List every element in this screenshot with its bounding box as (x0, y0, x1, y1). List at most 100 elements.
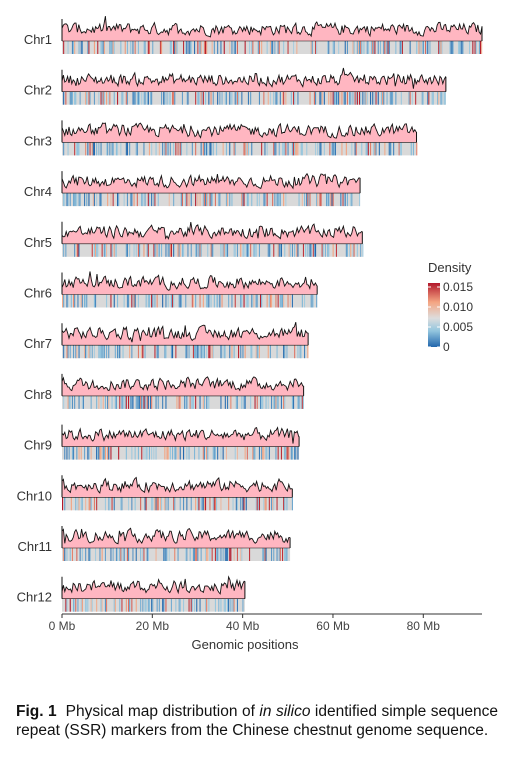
density-bin (146, 548, 148, 561)
density-bin (238, 91, 240, 105)
density-bin (275, 294, 277, 308)
density-bin (66, 294, 68, 308)
density-bin (185, 294, 187, 308)
density-bin (227, 395, 229, 409)
density-bin (85, 598, 87, 612)
density-bin (131, 193, 133, 207)
density-bin (345, 142, 347, 156)
density-bin (392, 91, 394, 105)
density-bin (229, 345, 231, 359)
density-bin (120, 548, 122, 561)
density-bin (92, 142, 94, 156)
density-bin (117, 548, 119, 561)
density-bin (390, 91, 392, 105)
density-bin (286, 497, 288, 511)
density-bin (87, 41, 89, 54)
density-bin (422, 91, 424, 105)
density-bin (63, 41, 65, 54)
density-bin (289, 294, 291, 308)
density-bin (147, 41, 149, 54)
density-bin (144, 193, 146, 207)
density-bin (173, 193, 175, 207)
density-bin (375, 142, 377, 156)
density-bin (156, 243, 158, 257)
chromosome-track: Chr1 (24, 16, 483, 54)
density-bin (136, 91, 138, 105)
density-bin (188, 193, 190, 207)
density-line (61, 321, 309, 343)
density-bin (250, 243, 252, 257)
density-bin (71, 446, 73, 460)
density-bin (132, 41, 134, 54)
density-bin (190, 193, 192, 207)
density-bin (173, 294, 175, 308)
density-bin (386, 41, 388, 54)
density-bin (179, 142, 181, 156)
density-bin (444, 91, 446, 105)
density-bin (395, 91, 397, 105)
density-bin (377, 41, 379, 54)
density-bin (441, 41, 443, 54)
density-bin (282, 294, 284, 308)
density-bin (316, 193, 318, 207)
density-bin (267, 91, 269, 105)
density-bin (143, 446, 145, 460)
density-bin (365, 142, 367, 156)
density-bin (155, 497, 157, 511)
density-bin (137, 294, 139, 308)
density-bin (113, 294, 115, 308)
density-bin (137, 91, 139, 105)
density-bin (296, 142, 298, 156)
density-bin (103, 41, 105, 54)
density-bin (219, 193, 221, 207)
density-bin (80, 598, 82, 612)
density-bin (242, 598, 244, 612)
density-bin (143, 142, 145, 156)
density-bin (93, 243, 95, 257)
density-bin (428, 91, 430, 105)
density-bin (175, 41, 177, 54)
density-bin (343, 193, 345, 207)
density-bin (147, 598, 149, 612)
density-bin (198, 243, 200, 257)
density-bin (220, 598, 222, 612)
density-bin (420, 41, 422, 54)
density-bin (266, 142, 268, 156)
chromosome-track: Chr2 (24, 67, 447, 105)
density-bin (272, 497, 274, 511)
density-bin (130, 41, 132, 54)
density-bin (114, 345, 116, 359)
density-bin (188, 446, 190, 460)
density-bin (199, 395, 201, 409)
density-bin (78, 345, 80, 359)
density-bin (194, 446, 196, 460)
density-bin (283, 41, 285, 54)
density-bin (245, 497, 247, 511)
density-bin (110, 193, 112, 207)
density-bin (145, 446, 147, 460)
density-bin (387, 41, 389, 54)
density-bin (96, 193, 98, 207)
density-bin (283, 193, 285, 207)
density-bin (332, 243, 334, 257)
density-bin (366, 41, 368, 54)
density-bin (123, 294, 125, 308)
density-bin (70, 91, 72, 105)
density-bin (100, 345, 102, 359)
density-bin (220, 446, 222, 460)
density-bin (112, 142, 114, 156)
density-bin (217, 446, 219, 460)
density-bin (185, 41, 187, 54)
density-bin (233, 142, 235, 156)
density-bin (264, 497, 266, 511)
density-bin (291, 446, 293, 460)
density-bin (217, 41, 219, 54)
density-bin (223, 243, 225, 257)
density-bin (310, 243, 312, 257)
density-bin (201, 345, 203, 359)
density-bin (140, 395, 142, 409)
density-bin (310, 294, 312, 308)
density-bin (168, 548, 170, 561)
density-bin (296, 243, 298, 257)
density-bin (91, 142, 93, 156)
